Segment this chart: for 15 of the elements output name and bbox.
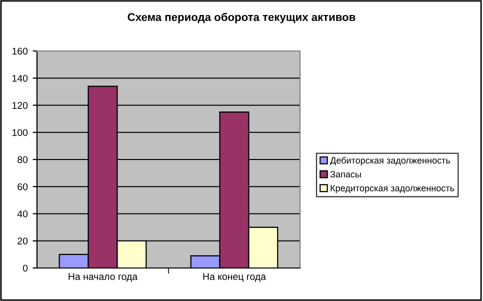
x-tick-label: На конец года (203, 273, 266, 282)
y-tick-label: 20 (18, 238, 28, 244)
chart-title: Схема периода оборота текущих активов (128, 12, 356, 24)
legend-label: Кредиторская задолженность (330, 185, 454, 194)
x-tick-label: На начало года (68, 273, 138, 282)
y-tick-label: 120 (12, 102, 28, 109)
y-tick-label: 60 (18, 183, 28, 190)
legend-label: Дебиторская задолженность (330, 156, 450, 166)
legend-label: Запасы (330, 171, 361, 178)
y-tick-label: 80 (18, 156, 28, 164)
y-tick-label: 160 (12, 48, 28, 55)
y-tick-label: 40 (17, 210, 28, 218)
y-tick-label: 100 (12, 129, 28, 136)
y-tick-label: 140 (12, 74, 28, 82)
y-tick-label: 0 (22, 264, 28, 272)
